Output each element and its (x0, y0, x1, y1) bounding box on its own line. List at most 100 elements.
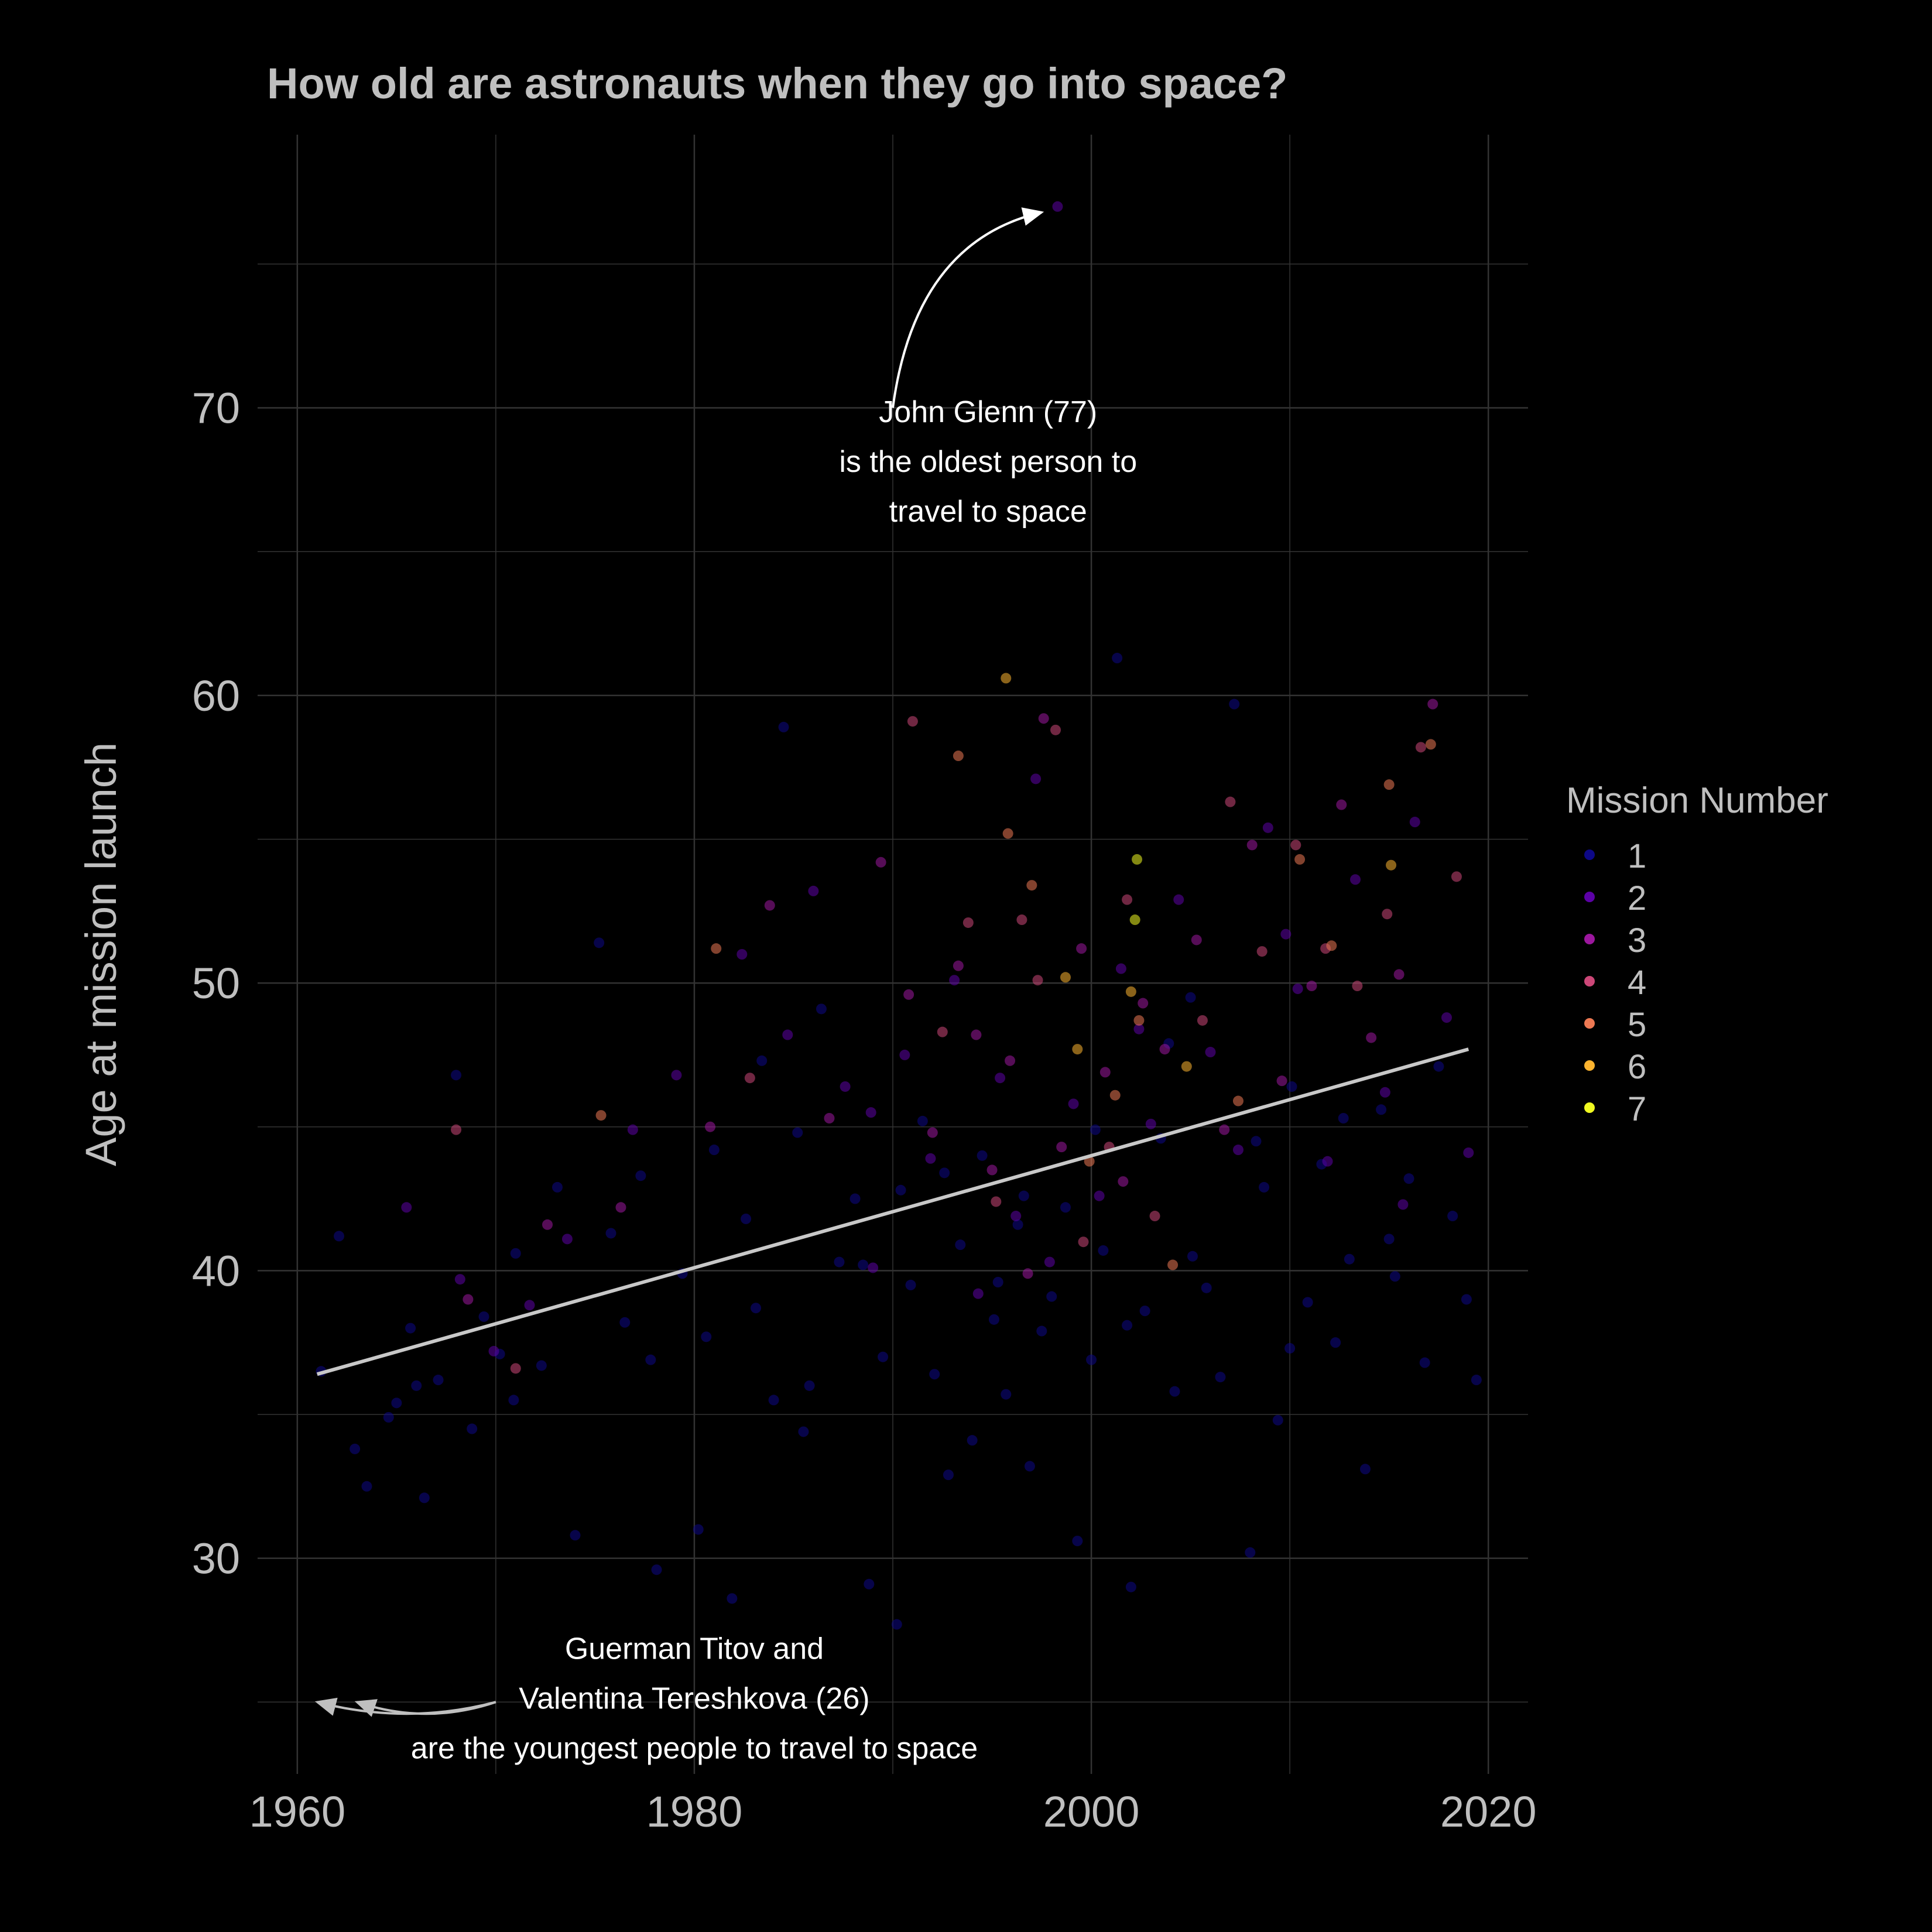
data-point (334, 1231, 345, 1242)
y-axis-title: Age at mission launch (77, 742, 125, 1166)
legend-swatch (1584, 849, 1595, 860)
data-point (737, 949, 748, 960)
data-point (1125, 986, 1136, 997)
y-tick-label: 40 (192, 1246, 240, 1295)
data-point (467, 1423, 478, 1434)
data-point (1205, 1047, 1216, 1058)
data-point (401, 1202, 412, 1213)
legend: Mission Number 1 2 3 4 5 6 7 (1566, 780, 1828, 1128)
legend-label: 2 (1628, 879, 1646, 917)
data-point (1463, 1147, 1474, 1158)
data-point (536, 1360, 547, 1371)
data-point (510, 1363, 521, 1374)
trend-line (316, 1047, 1469, 1376)
data-point (804, 1380, 815, 1391)
annotation-text-line: Valentina Tereshkova (26) (519, 1682, 869, 1716)
data-point (751, 1303, 762, 1314)
data-point (619, 1317, 631, 1328)
data-point (1068, 1098, 1079, 1109)
data-point (1010, 1211, 1022, 1222)
data-point (1022, 1268, 1033, 1279)
annotation-text-line: are the youngest people to travel to spa… (411, 1732, 978, 1766)
data-point (1145, 1118, 1156, 1129)
data-points (316, 201, 1482, 1630)
data-point (937, 1026, 948, 1037)
data-point (1441, 1012, 1452, 1023)
data-point (903, 989, 914, 1000)
data-point (1379, 1087, 1390, 1098)
series-mission-6 (1001, 673, 1397, 1072)
data-point (419, 1492, 430, 1503)
data-point (778, 721, 789, 732)
data-point (1122, 1320, 1133, 1331)
data-point (741, 1213, 752, 1224)
data-point (1112, 653, 1123, 664)
data-point (768, 1395, 779, 1406)
data-point (1072, 1044, 1083, 1055)
data-point (1090, 1124, 1101, 1135)
data-point (411, 1380, 422, 1391)
data-point (1427, 698, 1438, 710)
annotation-text-line: is the oldest person to (839, 445, 1137, 479)
data-point (1133, 1015, 1145, 1026)
series-mission-5 (595, 739, 1436, 1270)
grid (258, 135, 1528, 1774)
data-point (542, 1219, 553, 1230)
data-point (605, 1228, 616, 1239)
data-point (478, 1311, 489, 1322)
data-point (1076, 943, 1087, 954)
data-point (615, 1202, 626, 1213)
data-point (986, 1164, 998, 1176)
data-point (1215, 1372, 1226, 1383)
data-point (1336, 799, 1347, 810)
legend-swatch (1584, 1102, 1595, 1113)
annotation-arrow (354, 1699, 496, 1717)
data-point (891, 1619, 902, 1630)
data-point (849, 1193, 861, 1204)
y-tick-label: 70 (192, 384, 240, 433)
data-point (1276, 1075, 1287, 1087)
data-point (1350, 874, 1361, 885)
data-point (671, 1070, 682, 1081)
data-point (1344, 1253, 1355, 1265)
data-point (1191, 934, 1202, 946)
data-point (955, 1239, 966, 1251)
y-tick-label: 50 (192, 959, 240, 1008)
data-point (929, 1369, 940, 1380)
series-mission-7 (1129, 854, 1143, 926)
data-point (878, 1351, 889, 1362)
data-point (524, 1300, 535, 1311)
data-point (1185, 992, 1196, 1003)
data-point (693, 1524, 704, 1535)
legend-swatch (1584, 1018, 1595, 1029)
data-point (1409, 817, 1420, 828)
data-point (1290, 840, 1301, 851)
data-point (1197, 1015, 1208, 1026)
data-point (451, 1070, 462, 1081)
data-point (1352, 981, 1363, 992)
data-point (651, 1564, 662, 1575)
data-point (949, 975, 960, 986)
data-point (1129, 914, 1140, 926)
data-point (1393, 969, 1405, 980)
annotation-arrow (892, 207, 1044, 408)
data-point (1272, 1414, 1283, 1426)
data-point (1173, 894, 1184, 905)
data-point (1099, 1067, 1111, 1078)
legend-swatch (1584, 892, 1595, 902)
chart-title: How old are astronauts when they go into… (267, 59, 1288, 108)
data-point (939, 1167, 950, 1179)
x-tick-label: 1980 (646, 1787, 743, 1836)
series-mission-1 (316, 653, 1482, 1630)
data-point (1046, 1291, 1057, 1302)
data-point (1005, 1055, 1016, 1066)
data-point (1389, 1271, 1400, 1282)
data-point (991, 1196, 1002, 1207)
data-point (899, 1049, 910, 1060)
data-point (1030, 773, 1042, 785)
x-tick-label: 2020 (1440, 1787, 1537, 1836)
legend-swatch (1584, 976, 1595, 986)
annotations: John Glenn (77) is the oldest person to tr… (314, 207, 1137, 1766)
legend-label: 5 (1628, 1006, 1646, 1044)
data-point (925, 1153, 936, 1164)
